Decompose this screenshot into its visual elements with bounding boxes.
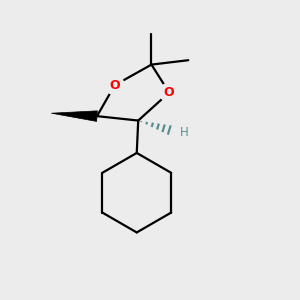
Circle shape [105,76,124,94]
Text: H: H [179,126,188,139]
Polygon shape [51,111,97,122]
Text: O: O [164,86,175,99]
Circle shape [160,83,178,102]
Text: O: O [110,79,120,92]
